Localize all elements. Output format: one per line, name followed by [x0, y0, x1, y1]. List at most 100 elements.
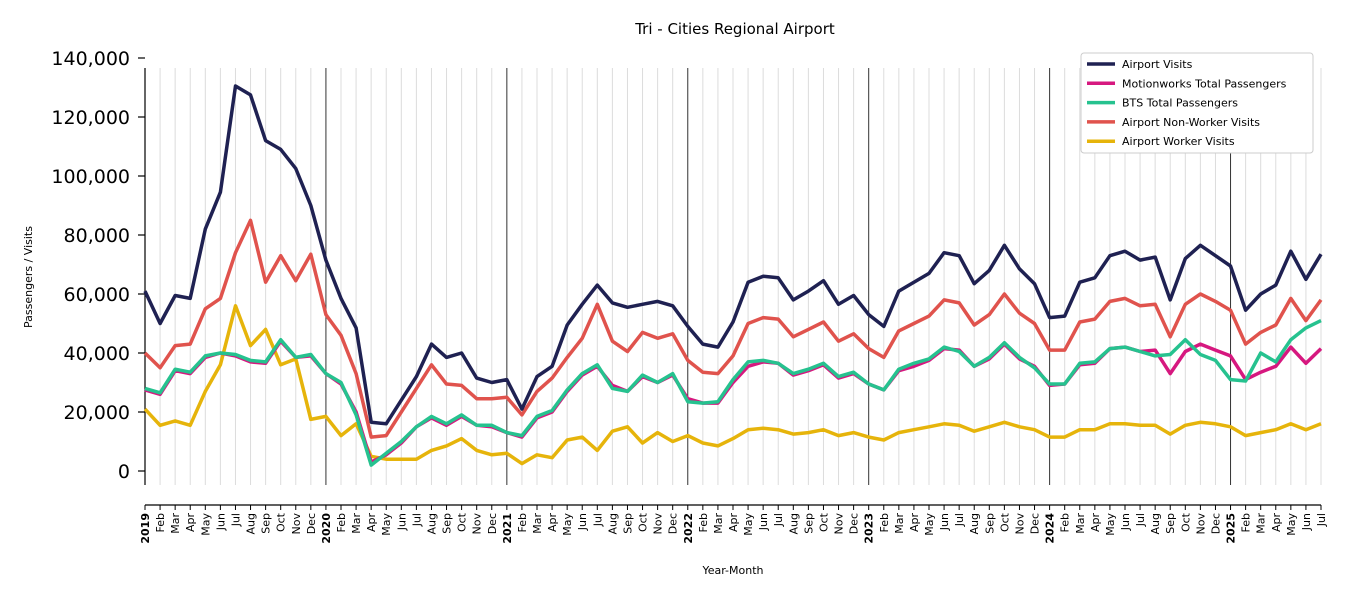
x-tick-label: Jun — [395, 513, 408, 531]
x-tick-label: Feb — [1240, 513, 1253, 532]
x-tick-label: 2022 — [682, 513, 695, 544]
x-tick-label: Apr — [727, 513, 740, 533]
x-tick-label: Mar — [1255, 513, 1268, 534]
x-tick-label: Sep — [983, 513, 996, 534]
x-tick-label: Nov — [652, 513, 665, 535]
y-tick-label: 140,000 — [51, 48, 130, 70]
x-tick-label: Feb — [516, 513, 529, 532]
x-tick-label: 2019 — [139, 513, 152, 544]
x-tick-label: Apr — [365, 513, 378, 533]
x-axis: 2019 Feb Mar Apr May Jun Jul Aug Sep Oct Nov Dec 202… — [139, 504, 1328, 544]
y-tick-label: 120,000 — [51, 107, 130, 129]
x-tick-label: Jun — [214, 513, 227, 531]
x-tick-label: May — [742, 513, 755, 536]
x-tick-label: Aug — [1149, 513, 1162, 534]
series-lines — [143, 84, 1323, 467]
x-tick-label: May — [1285, 513, 1298, 536]
x-tick-label: May — [561, 513, 574, 536]
x-tick-label: Oct — [456, 512, 469, 532]
x-tick-label: Jul — [410, 513, 423, 527]
x-tick-label: Dec — [1209, 513, 1222, 534]
series-line-airport-non-worker-visits — [143, 218, 1323, 439]
x-tick-label: Sep — [802, 513, 815, 534]
x-tick-label: May — [923, 513, 936, 536]
x-tick-label: Feb — [878, 513, 891, 532]
x-tick-label: Oct — [998, 512, 1011, 532]
x-tick-label: 2024 — [1044, 513, 1057, 544]
y-tick-label: 100,000 — [51, 166, 130, 188]
x-tick-label: Apr — [1089, 513, 1102, 533]
x-tick-label: May — [199, 513, 212, 536]
x-tick-label: Dec — [848, 513, 861, 534]
y-tick-label: 60,000 — [64, 284, 130, 306]
x-tick-label: Jul — [229, 513, 242, 527]
x-tick-label: Feb — [154, 513, 167, 532]
x-tick-label: 2021 — [501, 513, 514, 544]
x-tick-label: Apr — [184, 513, 197, 533]
y-tick-label: 80,000 — [64, 225, 130, 247]
x-tick-label: Feb — [697, 513, 710, 532]
x-tick-label: Dec — [305, 513, 318, 534]
y-axis-label: Passengers / Visits — [22, 226, 35, 328]
x-tick-label: Apr — [908, 513, 921, 533]
x-tick-label: Mar — [531, 513, 544, 534]
x-tick-label: Jul — [1134, 513, 1147, 527]
x-tick-label: Nov — [1013, 513, 1026, 535]
x-tick-label: Dec — [486, 513, 499, 534]
series-line-bts-total-passengers — [144, 319, 1322, 467]
x-tick-label: Feb — [335, 513, 348, 532]
x-tick-label: Jun — [757, 513, 770, 531]
y-axis: 0 20,000 40,000 60,000 80,000 100,000 120,000 1… — [51, 48, 146, 485]
x-axis-label: Year-Month — [701, 564, 763, 577]
x-tick-label: Mar — [1074, 513, 1087, 534]
legend-label: Airport Worker Visits — [1122, 135, 1235, 148]
x-tick-label: 2023 — [863, 513, 876, 544]
x-tick-label: 2025 — [1225, 513, 1238, 544]
x-tick-label: Feb — [1059, 513, 1072, 532]
x-tick-label: May — [1104, 513, 1117, 536]
x-tick-label: Nov — [1194, 513, 1207, 535]
y-tick-label: 0 — [118, 461, 130, 483]
y-tick-label: 20,000 — [64, 402, 130, 424]
x-tick-label: Jul — [1315, 513, 1328, 527]
x-tick-label: Aug — [968, 513, 981, 534]
x-tick-label: Mar — [712, 513, 725, 534]
series-line-airport-worker-visits — [143, 304, 1322, 466]
x-tick-label: Nov — [290, 513, 303, 535]
legend-label: BTS Total Passengers — [1122, 97, 1238, 110]
legend-label: Airport Visits — [1122, 58, 1193, 71]
legend-label: Motionworks Total Passengers — [1122, 77, 1287, 90]
x-tick-label: Jul — [953, 513, 966, 527]
x-tick-label: Sep — [260, 513, 273, 534]
x-tick-label: Jul — [772, 513, 785, 527]
x-tick-label: Dec — [667, 513, 680, 534]
x-tick-label: Nov — [471, 513, 484, 535]
y-tick-label: 40,000 — [64, 343, 130, 365]
x-tick-label: Apr — [1270, 513, 1283, 533]
chart-title: Tri - Cities Regional Airport — [634, 20, 835, 38]
x-tick-label: Dec — [1029, 513, 1042, 534]
x-tick-label: Aug — [245, 513, 258, 534]
x-tick-label: Aug — [606, 513, 619, 534]
x-tick-label: 2020 — [320, 513, 333, 544]
x-tick-label: Apr — [546, 513, 559, 533]
legend-box — [1080, 52, 1314, 154]
x-tick-label: Jul — [591, 513, 604, 527]
x-tick-label: Sep — [1164, 513, 1177, 534]
x-tick-label: Oct — [817, 512, 830, 532]
grid-lines — [144, 68, 1322, 485]
x-tick-label: Mar — [893, 513, 906, 534]
x-tick-label: Mar — [169, 513, 182, 534]
x-tick-label: Mar — [350, 513, 363, 534]
legend: Airport Visits Motionworks Total Passenge… — [1080, 52, 1314, 154]
x-tick-label: Oct — [275, 512, 288, 532]
series-line-airport-visits — [143, 84, 1323, 426]
legend-label: Airport Non-Worker Visits — [1122, 116, 1260, 129]
x-tick-label: Jun — [576, 513, 589, 531]
x-tick-label: Nov — [833, 513, 846, 535]
x-tick-label: Aug — [425, 513, 438, 534]
x-tick-label: Sep — [621, 513, 634, 534]
x-tick-label: Sep — [441, 513, 454, 534]
x-tick-label: Oct — [637, 512, 650, 532]
